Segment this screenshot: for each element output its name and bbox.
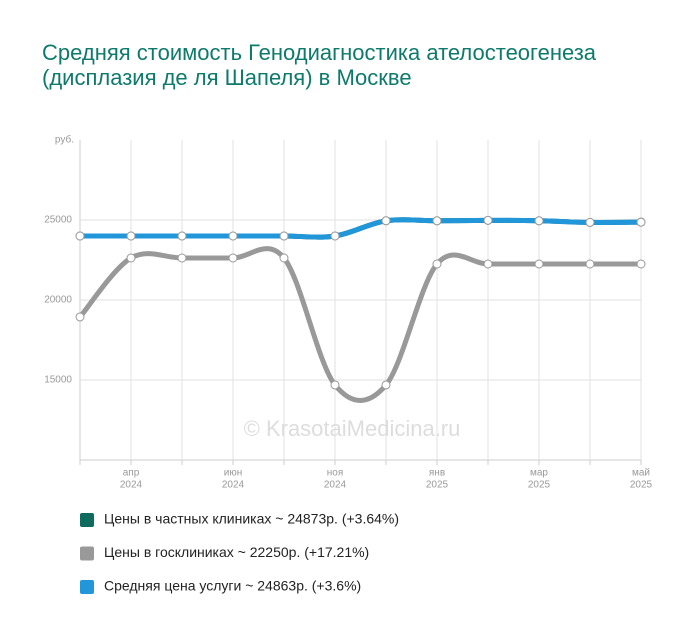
legend-swatch [80,546,94,561]
data-point [483,259,493,269]
data-point [534,259,544,269]
legend-label: Цены в госклиниках ~ 22250р. (+17.21%) [104,544,369,560]
data-point [279,253,289,263]
data-point [177,231,187,241]
x-tick-year: 2025 [528,480,551,491]
data-point [636,217,646,227]
y-tick-label: 15000 [44,375,72,386]
legend-swatch [80,513,94,527]
x-tick-year: 2024 [120,480,143,491]
legend-label: Средняя цена услуги ~ 24863р. (+3.6%) [104,578,361,594]
data-point [381,216,391,226]
x-tick-label: мар [530,468,548,479]
y-tick-label: 20000 [44,295,72,306]
chart-title: Средняя стоимость Генодиагностика ателос… [42,40,597,90]
data-point [330,231,340,241]
data-point [126,231,136,241]
legend-swatch [80,580,94,594]
data-point [534,216,544,226]
y-tick-label: 25000 [44,215,72,226]
x-tick-label: апр [123,468,140,479]
data-point [228,253,238,263]
data-point [636,259,646,269]
x-tick-year: 2024 [222,480,245,491]
legend-label: Цены в частных клиниках ~ 24873р. (+3.64… [104,511,399,527]
data-point [483,215,493,225]
data-point [585,259,595,269]
x-tick-label: май [632,468,650,479]
watermark: © KrasotaiMedicina.ru [244,416,461,441]
y-unit: руб. [55,134,74,146]
data-point [585,217,595,227]
data-point [228,231,238,241]
data-point [432,216,442,226]
data-point [381,380,391,390]
data-point [330,380,340,390]
x-tick-label: янв [429,468,445,479]
series-line [80,217,642,240]
data-point [177,253,187,263]
data-point [75,312,85,322]
data-point [126,253,136,263]
x-tick-label: ноя [327,468,344,479]
data-point [432,259,442,269]
x-tick-year: 2024 [324,480,347,491]
series-line [78,246,641,403]
data-point [75,231,85,241]
x-tick-year: 2025 [630,480,653,491]
x-tick-year: 2025 [426,480,449,491]
x-tick-label: июн [224,468,243,479]
data-point [279,231,289,241]
